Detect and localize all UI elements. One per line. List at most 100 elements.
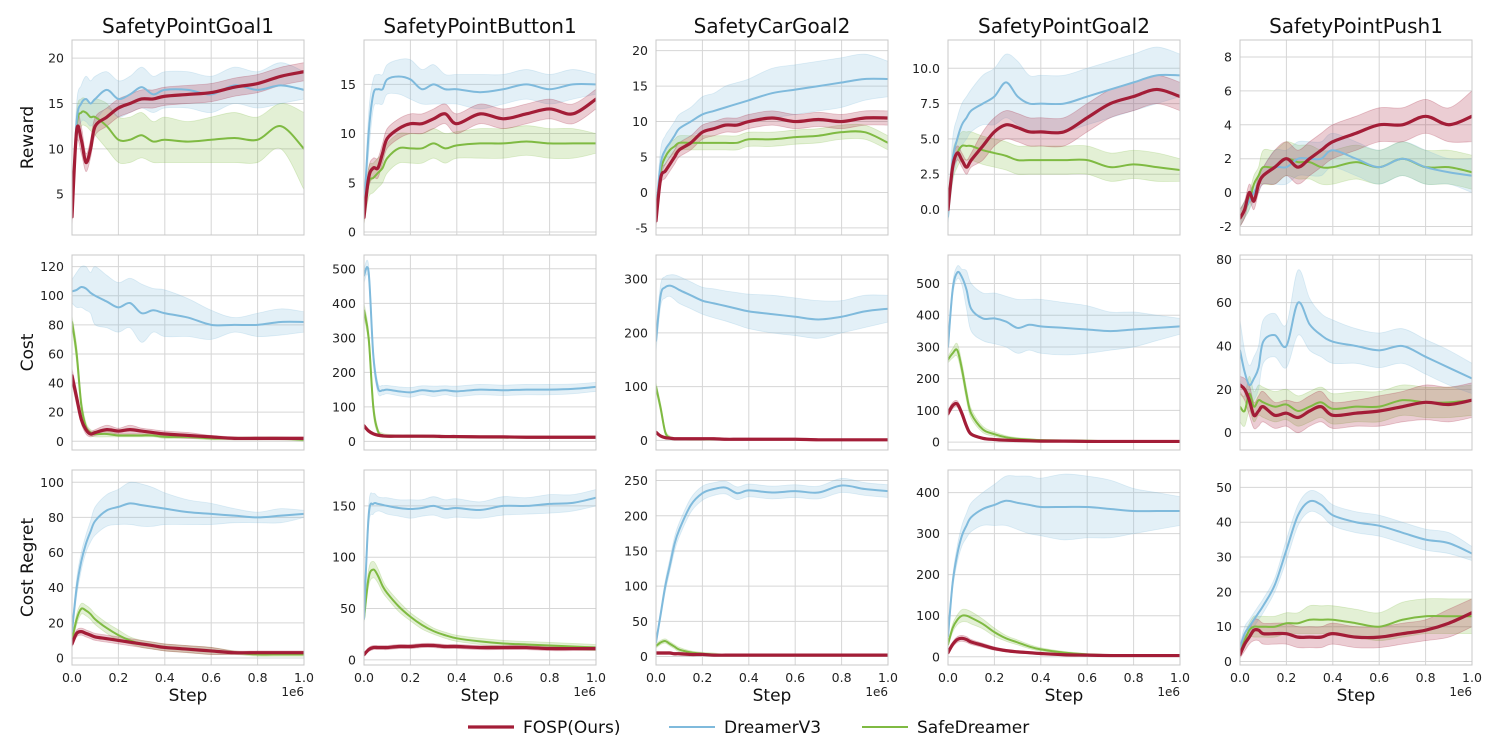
yaxis-label: Reward [18, 106, 38, 169]
series-group [364, 489, 596, 657]
legend: FOSP(Ours) DreamerV3 SafeDreamer [468, 718, 1029, 738]
band-dreamer [948, 473, 1180, 639]
line-safe [1240, 614, 1472, 653]
xtick-label: 0.6 [1369, 670, 1389, 685]
xaxis-scale: 1e6 [1449, 685, 1472, 699]
ytick-label: 0.0 [920, 202, 940, 217]
ytick-label: 8 [1224, 49, 1232, 64]
line-safe [948, 144, 1180, 215]
ytick-label: 0 [56, 434, 64, 449]
xtick-label: 0.0 [62, 670, 82, 685]
ytick-label: -2 [1220, 219, 1232, 234]
xtick-label: 0.6 [785, 670, 805, 685]
ytick-label: 20 [48, 615, 64, 630]
ytick-label: 300 [332, 330, 356, 345]
panel-3-3: 0 50 100 150 200 250 0.0 0.2 0.4 0.6 0.8 1.0 Step 1e6 [624, 469, 898, 706]
xtick-label: 0.2 [984, 670, 1004, 685]
line-fosp [72, 70, 304, 219]
band-fosp [1240, 598, 1472, 659]
line-fosp [364, 97, 596, 219]
ytick-label: 15 [632, 79, 648, 94]
ytick-label: 250 [624, 473, 648, 488]
xaxis-label: Step [1045, 686, 1084, 706]
series-group [364, 58, 596, 225]
ytick-label: 6 [1224, 83, 1232, 98]
series-group [1240, 489, 1472, 659]
plot-area [656, 255, 888, 450]
band-safe [364, 125, 596, 225]
ytick-label: 500 [332, 261, 356, 276]
xtick-label: 0.0 [646, 670, 666, 685]
ytick-label: 7.5 [920, 96, 940, 111]
series-group [72, 481, 304, 657]
plot-area [948, 255, 1180, 450]
xaxis-label: Step [461, 686, 500, 706]
ytick-label: 20 [1216, 584, 1232, 599]
ytick-label: 60 [48, 545, 64, 560]
panel-title: SafetyPointGoal2 [978, 14, 1150, 38]
ytick-label: 20 [48, 405, 64, 420]
band-fosp [656, 110, 888, 228]
ytick-label: 15 [48, 96, 64, 111]
band-dreamer [364, 58, 596, 218]
line-fosp [364, 643, 596, 657]
xaxis-scale: 1e6 [281, 685, 304, 699]
xtick-label: 0.2 [400, 670, 420, 685]
xtick-label: 1.0 [586, 670, 606, 685]
band-safe [948, 130, 1180, 221]
ytick-label: 10 [1216, 619, 1232, 634]
panel-1-3: -5 0 5 10 15 20 SafetyCarGoal2 [632, 14, 889, 236]
panel-title: SafetyPointButton1 [383, 14, 576, 38]
plot-frame [363, 254, 597, 451]
series-group [948, 265, 1180, 444]
ytick-label: 0 [1224, 185, 1232, 200]
legend-label-dreamer: DreamerV3 [724, 718, 821, 738]
yaxis-label: Cost Regret [18, 518, 38, 618]
ytick-label: -5 [636, 220, 648, 235]
ytick-label: 100 [624, 579, 648, 594]
plot-frame [363, 39, 597, 236]
panel-title: SafetyPointGoal1 [102, 14, 274, 38]
plot-frame [655, 254, 889, 451]
line-fosp [656, 430, 888, 442]
plot-area [72, 470, 304, 665]
xaxis-label: Step [169, 686, 208, 706]
xaxis-label: Step [1337, 686, 1376, 706]
ytick-label: 50 [340, 601, 356, 616]
ytick-label: 0 [348, 225, 356, 240]
line-safe [72, 110, 304, 214]
band-dreamer [656, 478, 888, 645]
ytick-label: 500 [916, 276, 940, 291]
ytick-label: 150 [332, 498, 356, 513]
panel-3-5: 0 10 20 30 40 50 0.0 0.2 0.4 0.6 0.8 1.0 Step 1e6 [1216, 469, 1482, 706]
ytick-label: 5.0 [920, 131, 940, 146]
ytick-label: 0 [640, 185, 648, 200]
band-safe [72, 97, 304, 222]
panel-2-3: 0 100 200 300 [624, 254, 889, 451]
xaxis-scale: 1e6 [1157, 685, 1180, 699]
band-safe [948, 342, 1180, 442]
xtick-label: 0.8 [1124, 670, 1144, 685]
panel-title: SafetyCarGoal2 [694, 14, 851, 38]
line-fosp [72, 374, 304, 441]
xtick-label: 0.4 [155, 670, 175, 685]
xtick-label: 0.8 [540, 670, 560, 685]
plot-frame [655, 39, 889, 236]
panel-1-5: -2 0 2 4 6 8 SafetyPointPush1 [1220, 14, 1473, 236]
line-dreamer [1240, 499, 1472, 649]
line-safe [364, 568, 596, 649]
ytick-label: 2 [1224, 151, 1232, 166]
ytick-label: 80 [1216, 252, 1232, 267]
line-fosp [1240, 114, 1472, 220]
ytick-label: 0 [1224, 654, 1232, 669]
xtick-label: 0.6 [201, 670, 221, 685]
ytick-label: 0 [640, 433, 648, 448]
line-dreamer [948, 73, 1180, 218]
band-dreamer [364, 259, 596, 398]
ytick-label: 4 [1224, 117, 1232, 132]
ytick-label: 100 [916, 403, 940, 418]
panel-3-4: 0 100 200 300 400 0.0 0.2 0.4 0.6 0.8 1.0 Step 1e6 [916, 469, 1190, 706]
line-fosp [948, 401, 1180, 444]
line-dreamer [72, 502, 304, 633]
xaxis-label: Step [753, 686, 792, 706]
